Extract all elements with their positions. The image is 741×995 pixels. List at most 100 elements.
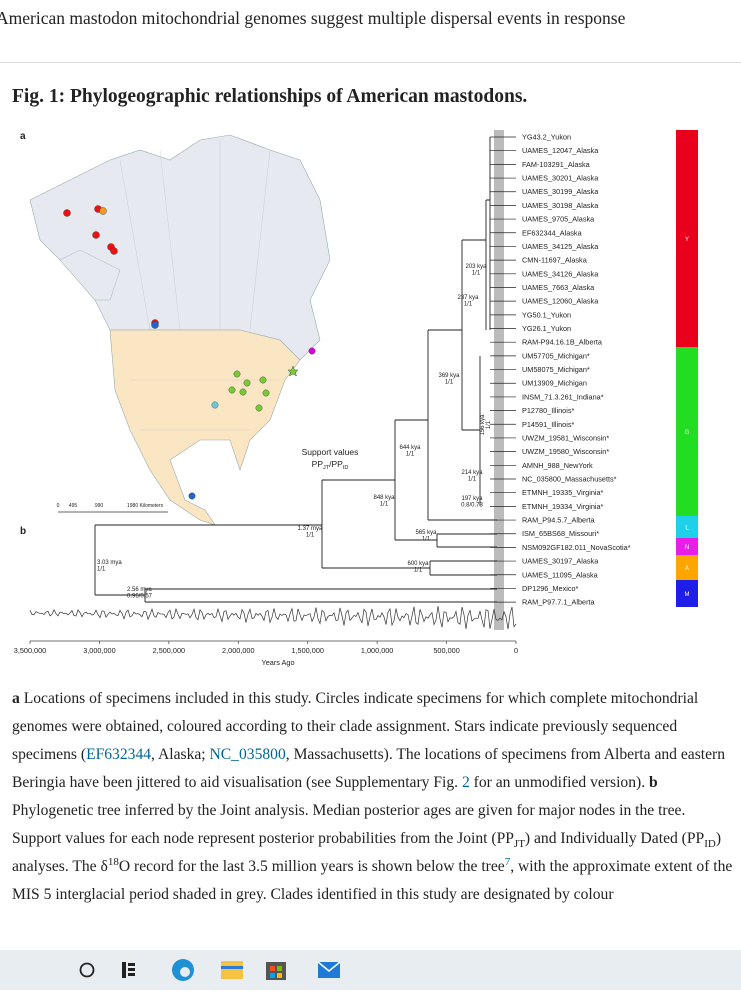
tip-label: UM57705_Michigan*: [522, 351, 590, 360]
panel-label: a: [20, 131, 26, 142]
tip-label: ETMNH_19334_Virginia*: [522, 502, 604, 511]
reference-link[interactable]: 7: [504, 855, 511, 868]
node-support: 1/1: [422, 537, 431, 543]
node-age: 3.03 mya: [97, 560, 122, 566]
tip-label: EF632344_Alaska: [522, 228, 583, 237]
support-title: Support values: [302, 447, 359, 457]
store-icon[interactable]: [266, 962, 286, 980]
panel-label: b: [20, 526, 26, 537]
tip-label: UWZM_19580_Wisconsin*: [522, 447, 609, 456]
caption: a Locations of specimens included in thi…: [12, 685, 734, 947]
taskbar: [0, 950, 741, 990]
node-age: 156 kya: [480, 414, 486, 436]
clade-bar: [676, 516, 698, 538]
map: [29, 134, 331, 526]
mis5-band: [494, 130, 504, 630]
caption-text: a: [12, 690, 20, 707]
node-support: 1/1: [414, 568, 423, 574]
tip-label: UAMES_30201_Alaska: [522, 174, 599, 183]
explorer-icon[interactable]: [221, 961, 243, 979]
node-age: 1.37 mya: [298, 526, 323, 532]
x-tick-label: 1,000,000: [361, 646, 393, 655]
tip-label: UAMES_11095_Alaska: [522, 570, 599, 579]
caption-text: , Alaska;: [151, 746, 210, 763]
node-support: 1/1: [464, 302, 473, 308]
scale-label: 495: [69, 503, 78, 509]
caption-text: ID: [704, 838, 716, 851]
caption-text: , with the approximate extent of the MIS…: [12, 858, 733, 903]
tip-label: UAMES_7663_Alaska: [522, 283, 595, 292]
tree-branches: [94, 137, 497, 603]
caption-text: 18: [107, 855, 119, 868]
caption-text: , Massachusetts). The locations of speci…: [12, 746, 726, 791]
tip-label: UAMES_12047_Alaska: [522, 146, 599, 155]
caption-text: ) and Individually Dated (PP: [524, 830, 705, 847]
tip-label: UM13909_Michigan: [522, 379, 587, 388]
tip-label: RAM-P94.16.1B_Alberta: [522, 338, 603, 347]
clade-bar: [676, 538, 698, 555]
x-tick-label: 0: [514, 646, 518, 655]
clade-label: Y: [685, 237, 689, 243]
caption-text: b: [649, 774, 658, 791]
caption-text: ) analyses. The δ: [12, 830, 722, 875]
tip-label: UWZM_19581_Wisconsin*: [522, 433, 609, 442]
tip-label: RAM_P94.5.7_Alberta: [522, 516, 596, 525]
node-support: 1/1: [486, 420, 492, 429]
scale-label: 1980 Kilometers: [127, 503, 164, 509]
support-part: ID: [343, 465, 349, 471]
tip-label: AMNH_988_NewYork: [522, 461, 593, 470]
mail-icon[interactable]: [317, 961, 341, 978]
node-age: 848 kya: [373, 495, 395, 501]
tip-label: YG43.2_Yukon: [522, 133, 571, 142]
clade-label: G: [685, 430, 690, 436]
search-button[interactable]: [79, 962, 95, 978]
node-support: 1/1: [468, 477, 477, 483]
clade-label: N: [685, 545, 689, 551]
tip-label: ETMNH_19335_Virginia*: [522, 488, 604, 497]
node-age: 565 kya: [415, 530, 437, 536]
tip-label: UAMES_34125_Alaska: [522, 242, 599, 251]
divider: [0, 62, 741, 63]
link[interactable]: EF632344: [86, 746, 152, 763]
x-axis-label: Years Ago: [262, 658, 295, 667]
link[interactable]: 2: [461, 774, 470, 791]
node-support: 1/1: [445, 380, 454, 386]
support-label: PPJT/PPID: [312, 459, 349, 471]
node-age: 237 kya: [457, 295, 479, 301]
node-age: 2.56 mya: [127, 587, 152, 593]
support-part: /PP: [329, 459, 343, 469]
x-tick-label: 500,000: [433, 646, 459, 655]
node-support: 1/1: [406, 452, 415, 458]
scale-label: 0: [57, 503, 60, 509]
clade-bar: [676, 130, 698, 347]
tip-label: UAMES_9705_Alaska: [522, 215, 595, 224]
scale-label: 990: [95, 503, 104, 509]
support-part: JT: [323, 465, 330, 471]
tip-label: FAM-103291_Alaska: [522, 160, 591, 169]
node-age: 214 kya: [461, 470, 483, 476]
tip-label: P12780_Illinois*: [522, 406, 574, 415]
tip-label: RAM_P97.7.1_Alberta: [522, 598, 596, 607]
link[interactable]: NC_035800: [209, 746, 286, 763]
tip-label: UAMES_30197_Alaska: [522, 557, 599, 566]
tip-label: ISM_65BS68_Missouri*: [522, 529, 599, 538]
tip-label: YG50.1_Yukon: [522, 310, 571, 319]
task-view-button[interactable]: [122, 962, 135, 978]
clade-label: M: [685, 592, 690, 598]
caption-text: Phylogenetic tree inferred by the Joint …: [12, 802, 686, 847]
figure: 0 495 990 1980 Kilometers a b YG43.2_Yuk…: [14, 130, 698, 667]
caption-text: for an unmodified version).: [469, 774, 650, 791]
x-tick-label: 2,500,000: [153, 646, 185, 655]
tip-label: INSM_71.3.261_Indiana*: [522, 392, 604, 401]
node-support: 0.96/0.57: [127, 594, 153, 600]
clade-bar: [676, 347, 698, 516]
tip-label: NC_035800_Massachusetts*: [522, 475, 617, 484]
node-age: 197 kya: [461, 496, 483, 502]
node-age: 369 kya: [438, 373, 460, 379]
tip-label: UAMES_30199_Alaska: [522, 187, 599, 196]
clade-label: L: [685, 526, 689, 532]
figure-title: Fig. 1: Phylogeographic relationships of…: [12, 86, 528, 107]
node-age: 644 kya: [399, 445, 421, 451]
tip-label: DP1296_Mexico*: [522, 584, 579, 593]
taskbar-icons: [79, 959, 341, 981]
